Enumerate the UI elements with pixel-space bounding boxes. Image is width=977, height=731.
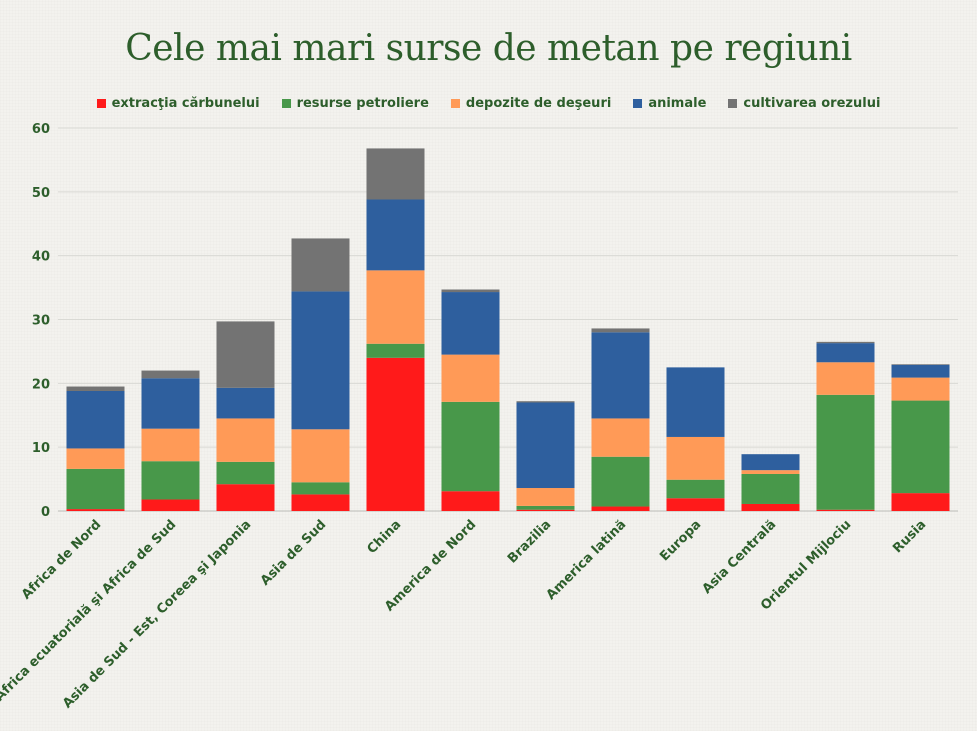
bar-segment xyxy=(441,401,500,492)
bar-segment xyxy=(591,328,650,333)
x-tick-label: Asia Centrală xyxy=(700,517,780,597)
bar-segment xyxy=(891,364,950,378)
bar-segment xyxy=(216,461,275,485)
bar-segment xyxy=(591,332,650,419)
bar-segment xyxy=(291,482,350,495)
bar-segment xyxy=(216,484,275,511)
x-tick-label: Europa xyxy=(657,517,704,564)
bar-segment xyxy=(891,377,950,401)
bar-segment xyxy=(516,402,575,489)
bar-segment xyxy=(141,428,200,462)
bar-segment xyxy=(441,491,500,511)
bar-segment xyxy=(366,148,425,200)
bar-segment xyxy=(666,436,725,480)
bar-segment xyxy=(66,390,125,449)
bar-segment xyxy=(516,401,575,403)
chart-title: Cele mai mari surse de metan pe regiuni xyxy=(125,28,852,69)
bar-segment xyxy=(441,354,500,402)
bar-segment xyxy=(741,473,800,504)
bar-segment xyxy=(216,387,275,419)
y-tick-label: 60 xyxy=(32,122,50,137)
chart-legend: extracţia cărbunelui resurse petroliere de… xyxy=(0,96,977,111)
bar-segment xyxy=(816,362,875,395)
bar-segment xyxy=(366,199,425,271)
x-tick-label: America latină xyxy=(544,517,630,603)
x-tick-label: China xyxy=(365,517,405,557)
bar-segment xyxy=(366,270,425,344)
legend-label: animale xyxy=(648,96,707,111)
bar-segment xyxy=(591,418,650,457)
bar-segment xyxy=(291,291,350,430)
bar-segment xyxy=(441,292,500,355)
bar-segment xyxy=(141,499,200,511)
legend-item: resurse petroliere xyxy=(281,96,429,111)
bar-segment xyxy=(516,505,575,510)
y-tick-label: 30 xyxy=(32,314,50,329)
y-tick-label: 50 xyxy=(32,186,50,201)
bar-segment xyxy=(216,321,275,388)
x-tick-label: Africa de Nord xyxy=(19,517,104,602)
bar-segment xyxy=(666,367,725,437)
bar-segment xyxy=(891,493,950,511)
legend-swatch xyxy=(633,99,643,108)
y-tick-label: 40 xyxy=(32,250,50,265)
bar-segment xyxy=(516,488,575,506)
x-tick-label: Rusia xyxy=(890,517,929,556)
bar-segment xyxy=(816,341,875,344)
legend-swatch xyxy=(450,99,460,108)
bar-segment xyxy=(666,479,725,499)
x-tick-label: Brazilia xyxy=(505,517,554,566)
legend-swatch xyxy=(728,99,738,108)
bar-segment xyxy=(66,386,125,391)
bar-segment xyxy=(291,238,350,292)
legend-item: animale xyxy=(633,96,706,111)
bar-segment xyxy=(666,498,725,511)
legend-item: depozite de deşeuri xyxy=(450,96,612,111)
bar-segment xyxy=(66,448,125,469)
bar-segment xyxy=(891,364,950,365)
bar-segment xyxy=(141,378,200,429)
bar-segment xyxy=(441,289,500,293)
bar-segment xyxy=(366,343,425,358)
legend-label: depozite de deşeuri xyxy=(465,96,612,111)
bar-segment xyxy=(816,343,875,363)
bar-segment xyxy=(141,461,200,500)
legend-label: resurse petroliere xyxy=(296,96,429,111)
bar-segment xyxy=(591,456,650,507)
legend-swatch xyxy=(281,99,291,108)
legend-label: extracţia cărbunelui xyxy=(111,96,260,111)
x-tick-label: Asia de Sud xyxy=(258,517,330,589)
bar-segment xyxy=(741,454,800,471)
bar-segment xyxy=(291,429,350,483)
bar-segment xyxy=(816,394,875,510)
bar-segment xyxy=(291,494,350,511)
bar-segment xyxy=(816,509,875,511)
bar-segment xyxy=(216,418,275,462)
legend-label: cultivarea orezului xyxy=(743,96,881,111)
bar-segment xyxy=(591,506,650,511)
bar-segment xyxy=(66,468,125,510)
bar-segment xyxy=(891,400,950,494)
bar-segment xyxy=(516,509,575,511)
bar-segment xyxy=(366,357,425,511)
bar-segment xyxy=(66,509,125,511)
legend-item: cultivarea orezului xyxy=(728,96,880,111)
y-tick-label: 0 xyxy=(41,505,50,520)
bar-segment xyxy=(741,470,800,474)
bar-segment xyxy=(141,370,200,379)
legend-swatch xyxy=(96,99,106,108)
bar-segment xyxy=(741,503,800,511)
legend-item: extracţia cărbunelui xyxy=(96,96,260,111)
y-tick-label: 10 xyxy=(32,441,50,456)
y-tick-label: 20 xyxy=(32,377,50,392)
